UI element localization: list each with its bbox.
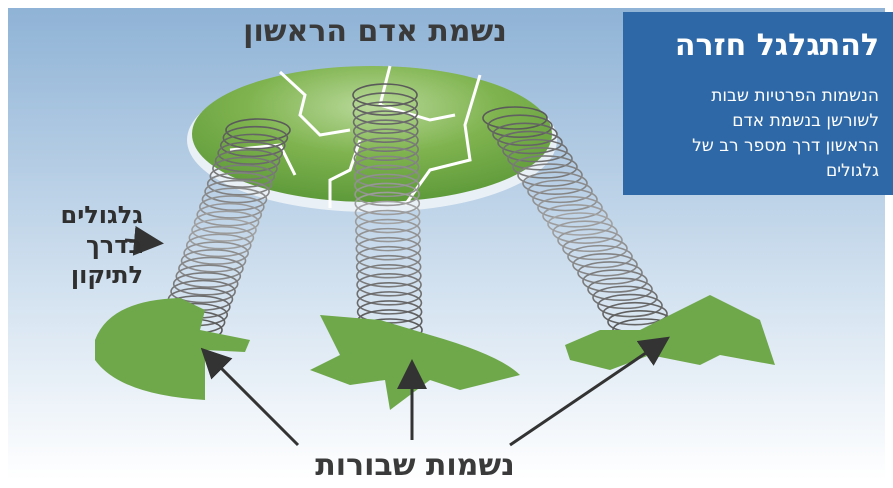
- info-text: הנשמות הפרטיות שבות לשורשן בנשמת אדם הרא…: [692, 84, 879, 184]
- spring-coil: [355, 254, 422, 279]
- side-line: בדרך: [85, 231, 143, 259]
- spring-coil: [557, 228, 623, 253]
- spring-coil: [217, 141, 283, 165]
- arrow: [200, 347, 300, 447]
- spring-coil: [352, 110, 419, 134]
- spring-coil: [354, 200, 421, 225]
- spring-coil: [354, 209, 421, 234]
- bottom-label: נשמות שבורות: [315, 448, 515, 483]
- spring-coil: [597, 293, 663, 318]
- spring-coil: [542, 204, 608, 228]
- spring-coil: [172, 272, 239, 296]
- spring-coil: [353, 155, 420, 180]
- spring-coil: [567, 244, 633, 269]
- side-line: לתיקון: [70, 261, 143, 289]
- arrow: [509, 336, 670, 447]
- spring-coil: [199, 195, 265, 219]
- spring-coil: [354, 191, 421, 216]
- spring-coil: [352, 119, 419, 143]
- spring-coil: [180, 248, 247, 273]
- info-box: להתגלגל חזרה הנשמות הפרטיות שבות לשורשן …: [623, 12, 893, 195]
- spring-coil: [214, 148, 281, 173]
- spring-coil: [196, 202, 263, 227]
- spring-coil: [356, 273, 422, 297]
- spring-coil: [492, 122, 558, 147]
- spring-coil: [482, 106, 548, 130]
- spring-coil: [587, 277, 653, 302]
- spring-coil: [356, 263, 422, 288]
- spring-coil: [355, 236, 422, 261]
- spring-coil: [175, 264, 242, 288]
- spring-coil: [352, 101, 419, 125]
- spring-coil: [582, 269, 648, 293]
- spring-coil: [552, 220, 618, 244]
- info-line: הנשמות הפרטיות שבות: [711, 86, 879, 106]
- spring-coil: [354, 182, 420, 207]
- spring-coil: [212, 156, 278, 181]
- spring-coil: [356, 282, 423, 306]
- spring-coil: [219, 133, 286, 158]
- spring-coil: [355, 245, 422, 270]
- spring-coil: [353, 137, 419, 162]
- spring-coil: [497, 130, 563, 155]
- info-line: הראשון דרך מספר רב של: [692, 136, 879, 156]
- spring-coil: [502, 138, 568, 163]
- spring-coil: [352, 92, 418, 116]
- spring-coil: [537, 195, 603, 220]
- diagram-title: נשמת אדם הראשון: [243, 14, 507, 49]
- spring-coil: [527, 179, 593, 204]
- spring-coil: [577, 261, 643, 285]
- spring-coil: [356, 291, 423, 315]
- fragment: [565, 295, 775, 370]
- spring-coil: [355, 227, 421, 252]
- side-line: גלגולים: [60, 201, 144, 229]
- spring-coil: [201, 187, 268, 212]
- spring-coil: [170, 279, 236, 304]
- spring-coil: [193, 210, 260, 235]
- spring-coil: [592, 285, 658, 310]
- spring-coil: [602, 301, 668, 326]
- spring-coil: [209, 164, 276, 188]
- spring-coil: [185, 233, 252, 258]
- fragment: [95, 298, 250, 400]
- spring-coil: [512, 155, 578, 179]
- spring-coil: [178, 256, 244, 281]
- spring-coil: [206, 172, 273, 196]
- info-line: גלגולים: [825, 161, 879, 181]
- spring-coil: [522, 171, 588, 196]
- side-label: גלגולים בדרך לתיקון: [18, 200, 144, 290]
- spring-coil: [562, 236, 628, 261]
- soul-disc: [192, 66, 552, 202]
- spring-coil: [188, 225, 255, 250]
- spring-coil: [355, 218, 421, 243]
- spring-coil: [517, 163, 583, 187]
- spring-coil: [183, 241, 249, 265]
- spring-coil: [532, 187, 598, 212]
- spring-coil: [352, 83, 418, 107]
- spring-coil: [547, 212, 613, 236]
- spring-coil: [353, 164, 420, 189]
- spring-coil: [353, 146, 420, 171]
- spring-coil: [225, 118, 291, 142]
- spring-coil: [572, 252, 638, 277]
- spring-coil: [222, 125, 289, 150]
- info-line: לשורשן בנשמת אדם: [732, 111, 879, 131]
- spring-coil: [507, 146, 573, 171]
- spring-coil: [354, 173, 420, 198]
- arrow: [124, 225, 164, 256]
- spring-coil: [487, 114, 553, 138]
- spring-coil: [353, 128, 419, 152]
- info-heading: להתגלגל חזרה: [674, 28, 879, 63]
- spring-coil: [204, 179, 270, 204]
- spring-coil: [191, 218, 257, 242]
